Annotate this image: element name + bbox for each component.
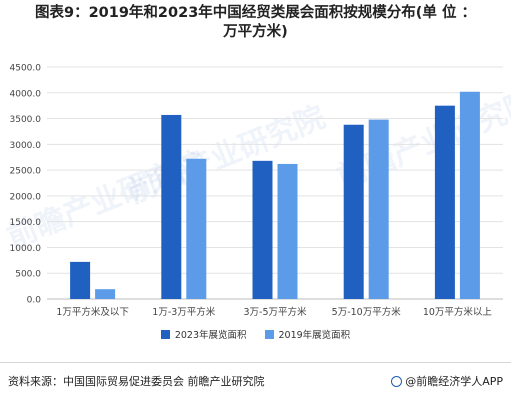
brand-tag: @前瞻经济学人APP [391, 373, 503, 389]
bar-2023 [343, 124, 364, 300]
x-tick-label: 3万-5万平方米 [243, 306, 307, 318]
chart-title-line-2: 万平方米) [223, 24, 288, 40]
y-tick-label: 1000.0 [10, 244, 42, 254]
bar-2019 [186, 158, 207, 299]
bar-2023 [70, 261, 91, 299]
footer-divider [0, 362, 511, 363]
bar-2019 [277, 163, 298, 299]
y-tick-label: 2000.0 [10, 192, 42, 202]
brand-logo-icon [391, 375, 403, 387]
x-tick-label: 10万平方米以上 [423, 306, 493, 318]
legend-label-2019: 2019年展览面积 [278, 330, 351, 341]
chart-legend: 2023年展览面积 2019年展览面积 [0, 327, 511, 341]
bar-2023 [161, 114, 182, 300]
y-tick-label: 3500.0 [10, 115, 42, 125]
y-tick-label: 500.0 [15, 270, 41, 280]
chart-title-line-1: 图表9：2019年和2023年中国经贸类展会面积按规模分布(单 位 ： [34, 5, 477, 21]
footer: 资料来源：中国国际贸易促进委员会 前瞻产业研究院 @前瞻经济学人APP [8, 373, 503, 389]
y-tick-label: 3000.0 [10, 141, 42, 151]
chart-title: 图表9：2019年和2023年中国经贸类展会面积按规模分布(单 位 ： 万平方米… [0, 4, 511, 42]
y-tick-label: 0.0 [27, 296, 42, 306]
bar-2019 [368, 119, 389, 299]
y-tick-label: 4000.0 [10, 89, 42, 99]
bar-chart: 0.0 500.0 1000.0 1500.0 2000.0 2500.0 3000.0 35… [10, 64, 503, 318]
y-tick-label: 4500.0 [10, 64, 42, 74]
x-tick-label: 1万-3万平方米 [152, 306, 216, 318]
x-tick-label: 1万平方米及以下 [56, 306, 129, 318]
bar-2019 [95, 289, 116, 299]
y-tick-label: 1500.0 [10, 218, 42, 228]
bar-2023 [252, 160, 273, 299]
bar-2023 [434, 105, 455, 300]
legend-swatch-2019 [264, 329, 274, 339]
y-tick-label: 2500.0 [10, 167, 42, 177]
legend-label-2023: 2023年展览面积 [174, 330, 247, 341]
source-note: 资料来源：中国国际贸易促进委员会 前瞻产业研究院 [8, 375, 265, 388]
legend-item-2019: 2019年展览面积 [264, 327, 351, 341]
x-tick-label: 5万-10万平方米 [332, 306, 402, 318]
legend-swatch-2023 [160, 329, 170, 339]
bar-2019 [459, 91, 480, 299]
brand-label: @前瞻经济学人APP [405, 375, 503, 388]
legend-item-2023: 2023年展览面积 [160, 327, 247, 341]
